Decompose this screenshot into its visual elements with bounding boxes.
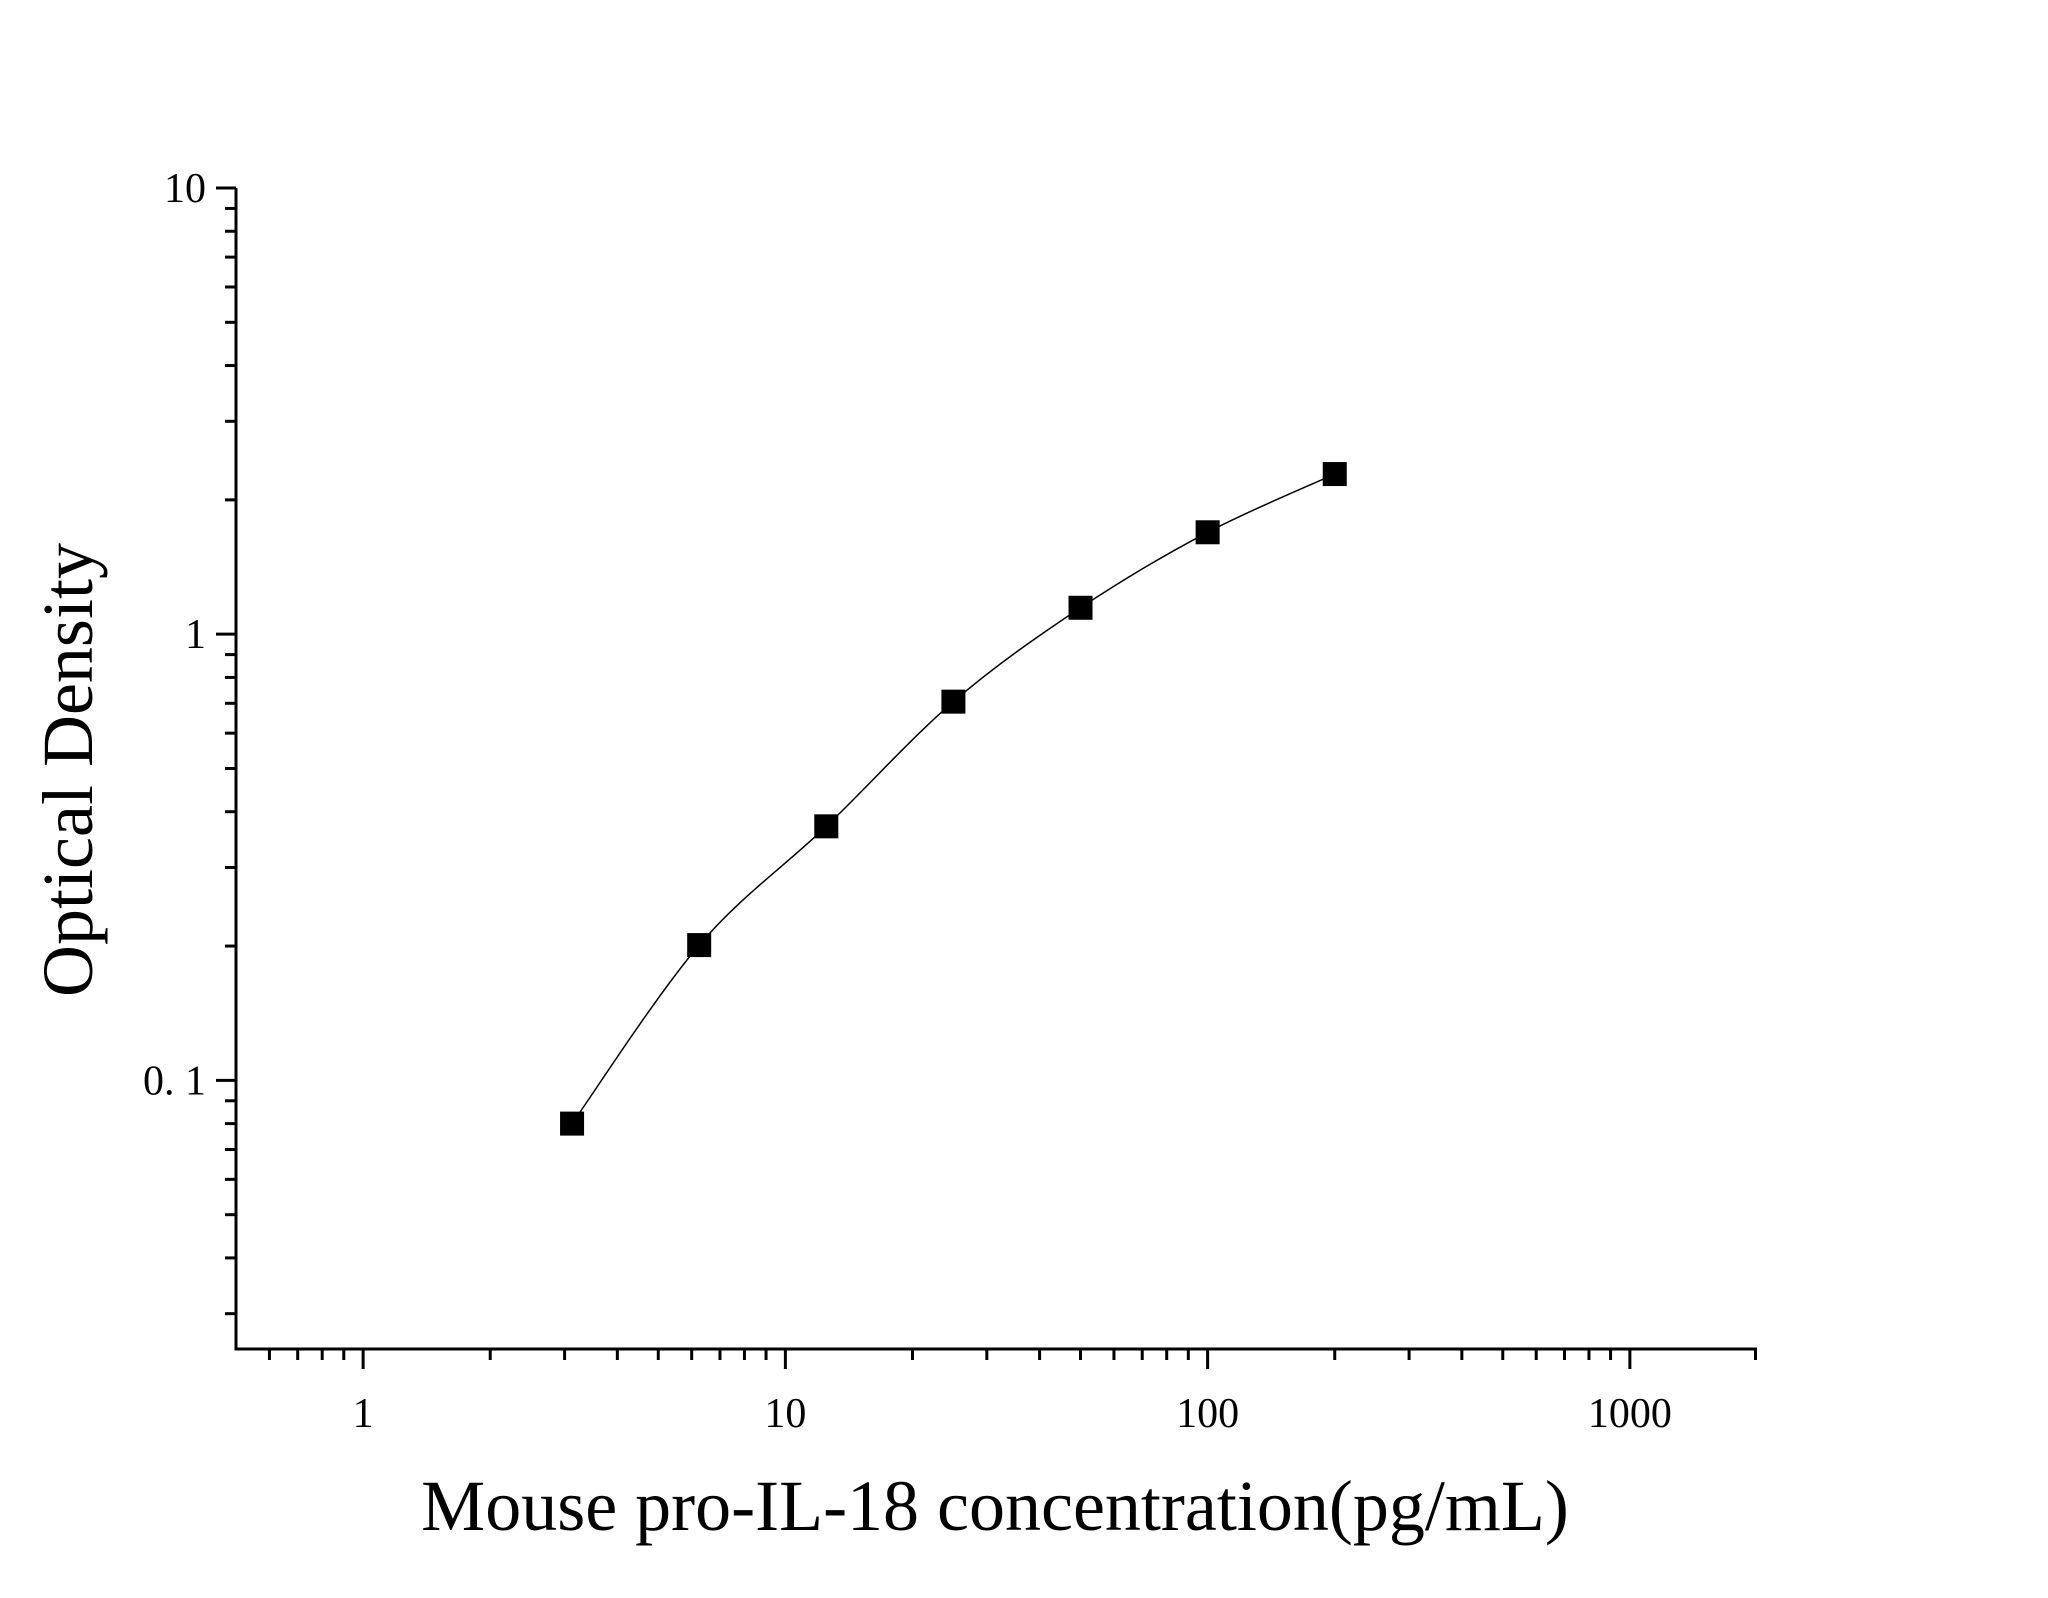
data-point (1195, 520, 1220, 545)
data-point (560, 1111, 585, 1136)
x-axis-title: Mouse pro-IL-18 concentration(pg/mL) (421, 1466, 1569, 1546)
y-tick-label: 0. 1 (143, 1058, 206, 1104)
data-point (941, 689, 966, 714)
data-point (1068, 595, 1093, 620)
x-tick-label: 1000 (1588, 1391, 1672, 1437)
fit-curve (571, 473, 1336, 1125)
x-tick-label: 1 (353, 1391, 374, 1437)
y-tick-label: 1 (185, 612, 206, 658)
data-point (1322, 462, 1347, 487)
x-tick-label: 10 (764, 1391, 806, 1437)
x-tick-label: 100 (1176, 1391, 1239, 1437)
data-point (687, 933, 712, 958)
y-tick-label: 10 (164, 166, 206, 212)
y-axis-title: Optical Density (28, 543, 108, 997)
data-point (814, 814, 839, 839)
